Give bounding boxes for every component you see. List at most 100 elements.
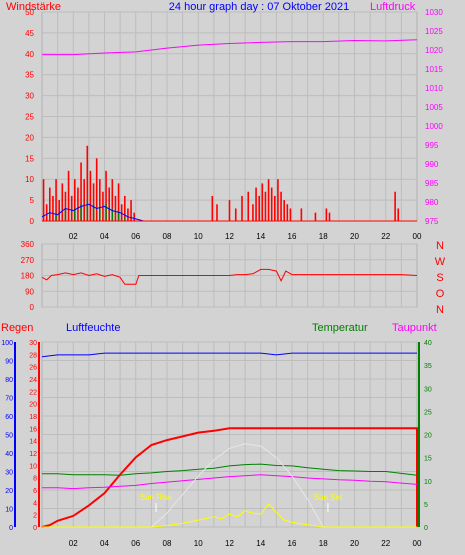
right-tick-label: 975 <box>425 217 439 226</box>
series-average <box>41 203 144 222</box>
bar-gust <box>80 162 82 221</box>
bar-gust <box>325 208 328 221</box>
bar-gust <box>77 187 79 221</box>
temp-tick-label: 10 <box>424 479 432 486</box>
direction-tick-label: 270 <box>21 256 35 265</box>
bar-gust <box>120 204 123 221</box>
bar-gust <box>397 208 400 221</box>
x-tick-label: 00 <box>413 232 422 241</box>
x-tick-label: 22 <box>381 232 390 241</box>
humidity-tick-label: 70 <box>5 396 13 403</box>
series-regen <box>41 427 418 528</box>
rain-tick-label: 10 <box>29 463 37 470</box>
bar-gust <box>247 191 250 221</box>
bar-gust <box>286 204 289 221</box>
series-solar-potential <box>151 443 324 528</box>
temp-tick-label: 0 <box>424 525 428 532</box>
humidity-title: Luftfeuchte <box>66 322 120 334</box>
x-tick-label: 04 <box>100 232 109 241</box>
left-tick-label: 15 <box>25 154 34 163</box>
rain-tick-label: 20 <box>29 402 37 409</box>
temp-tick-label: 40 <box>424 340 432 347</box>
x-tick-label: 18 <box>319 232 328 241</box>
left-tick-label: 40 <box>25 50 34 59</box>
x-tick-label: 12 <box>225 232 234 241</box>
right-tick-label: 1030 <box>425 8 443 17</box>
bar-gust <box>267 179 270 221</box>
bar-gust <box>124 195 126 221</box>
bar-gust <box>70 195 73 221</box>
right-tick-label: 985 <box>425 179 439 188</box>
rain-tick-label: 22 <box>29 389 37 396</box>
humidity-tick-label: 60 <box>5 414 13 421</box>
bar-gust <box>92 183 95 221</box>
bar-gust <box>64 191 67 221</box>
bar-wind <box>86 200 89 221</box>
bar-gust <box>95 158 98 221</box>
x-tick-label: 22 <box>381 539 390 548</box>
left-tick-label: 20 <box>25 133 34 142</box>
humidity-tick-label: 100 <box>1 340 13 347</box>
temp-tick-label: 15 <box>424 456 432 463</box>
series-solar <box>42 503 417 528</box>
bar-gust <box>117 183 120 221</box>
x-tick-label: 16 <box>288 539 297 548</box>
bar-gust <box>99 179 101 221</box>
rain-tick-label: 6 <box>33 488 37 495</box>
sunrise-label: Sun Rise <box>140 493 173 502</box>
left-tick-label: 45 <box>25 29 34 38</box>
rain-tick-label: 0 <box>33 525 37 532</box>
bar-gust <box>83 179 85 221</box>
compass-label: S <box>436 272 443 284</box>
bar-gust <box>52 195 54 221</box>
bar-gust <box>105 170 107 221</box>
bar-gust <box>211 195 214 221</box>
series-luftdruck <box>42 39 418 56</box>
right-tick-label: 1015 <box>425 65 443 74</box>
direction-tick-label: 0 <box>30 303 35 312</box>
x-tick-label: 14 <box>256 539 265 548</box>
series-wind-direction <box>41 268 418 285</box>
left-tick-label: 5 <box>30 196 35 205</box>
bar-wind <box>64 208 67 221</box>
x-tick-label: 12 <box>225 539 234 548</box>
bar-gust <box>111 179 114 221</box>
graph-title: 24 hour graph day : 07 Oktober 2021 <box>169 1 349 13</box>
x-tick-label: 10 <box>194 232 203 241</box>
humidity-tick-label: 50 <box>5 433 13 440</box>
bar-wind <box>117 212 120 221</box>
x-tick-label: 06 <box>131 232 140 241</box>
bar-gust <box>133 212 135 221</box>
rain-tick-label: 30 <box>29 340 37 347</box>
x-tick-label: 08 <box>163 539 172 548</box>
sunset-label: Sun Set <box>314 493 343 502</box>
right-tick-label: 1020 <box>425 46 443 55</box>
humidity-tick-label: 0 <box>9 525 13 532</box>
temp-tick-label: 5 <box>424 502 428 509</box>
x-tick-label: 16 <box>288 232 297 241</box>
compass-label: O <box>436 288 445 300</box>
compass-label: N <box>436 304 444 316</box>
rain-tick-label: 12 <box>29 451 37 458</box>
temp-tick-label: 35 <box>424 363 432 370</box>
bar-wind <box>124 216 126 221</box>
bar-gust <box>270 187 273 221</box>
bar-gust <box>228 200 231 221</box>
bar-gust <box>108 187 110 221</box>
rain-tick-label: 8 <box>33 476 37 483</box>
bar-wind <box>111 208 114 221</box>
rain-title: Regen <box>1 322 33 334</box>
x-tick-label: 08 <box>163 232 172 241</box>
left-tick-label: 50 <box>25 8 34 17</box>
x-tick-label: 10 <box>194 539 203 548</box>
x-tick-label: 20 <box>350 539 359 548</box>
x-tick-label: 20 <box>350 232 359 241</box>
right-tick-label: 995 <box>425 141 439 150</box>
left-tick-label: 30 <box>25 92 34 101</box>
temp-tick-label: 30 <box>424 386 432 393</box>
bar-gust <box>264 191 267 221</box>
x-tick-label: 06 <box>131 539 140 548</box>
bar-gust <box>261 183 264 221</box>
rain-tick-label: 26 <box>29 365 37 372</box>
humidity-tick-label: 30 <box>5 470 13 477</box>
